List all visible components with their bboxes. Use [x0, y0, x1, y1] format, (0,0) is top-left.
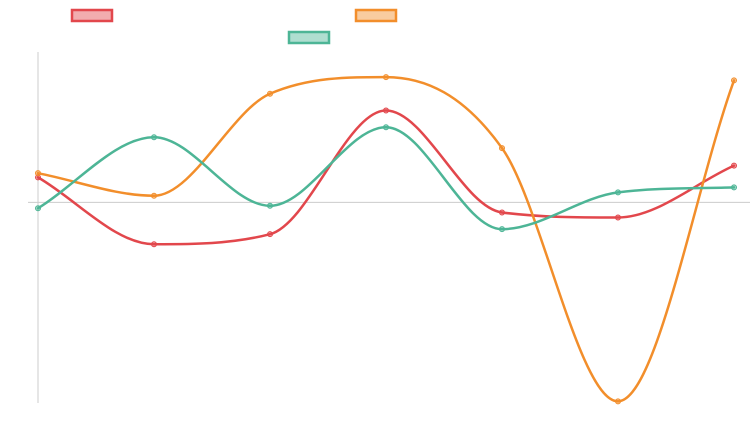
- data-point-1-1[interactable]: [151, 192, 157, 199]
- data-point-2-5[interactable]: [615, 189, 621, 196]
- data-point-1-4[interactable]: [499, 145, 505, 152]
- data-point-2-4[interactable]: [499, 226, 505, 233]
- legend-swatch-1[interactable]: [354, 8, 398, 23]
- data-point-0-6[interactable]: [731, 162, 737, 169]
- data-point-1-5[interactable]: [615, 398, 621, 405]
- data-point-1-3[interactable]: [383, 74, 389, 81]
- data-point-2-1[interactable]: [151, 134, 157, 141]
- series-line-1[interactable]: [36, 75, 736, 403]
- data-point-2-0[interactable]: [35, 205, 41, 212]
- series-layer: [35, 74, 737, 405]
- data-point-0-3[interactable]: [383, 107, 389, 114]
- legend-swatch-2[interactable]: [287, 30, 331, 45]
- data-point-0-5[interactable]: [615, 214, 621, 221]
- data-point-0-4[interactable]: [499, 209, 505, 216]
- legend-swatch-0[interactable]: [70, 8, 114, 23]
- data-point-1-0[interactable]: [35, 170, 41, 177]
- series-line-0[interactable]: [36, 109, 736, 246]
- data-point-2-6[interactable]: [731, 184, 737, 191]
- series-line-2[interactable]: [36, 125, 736, 231]
- data-point-2-3[interactable]: [383, 124, 389, 131]
- data-point-1-2[interactable]: [267, 90, 273, 97]
- data-point-0-2[interactable]: [267, 231, 273, 238]
- data-point-1-6[interactable]: [731, 77, 737, 84]
- data-point-2-2[interactable]: [267, 202, 273, 209]
- legend: [70, 8, 398, 45]
- axes: [28, 52, 750, 403]
- data-point-0-1[interactable]: [151, 241, 157, 248]
